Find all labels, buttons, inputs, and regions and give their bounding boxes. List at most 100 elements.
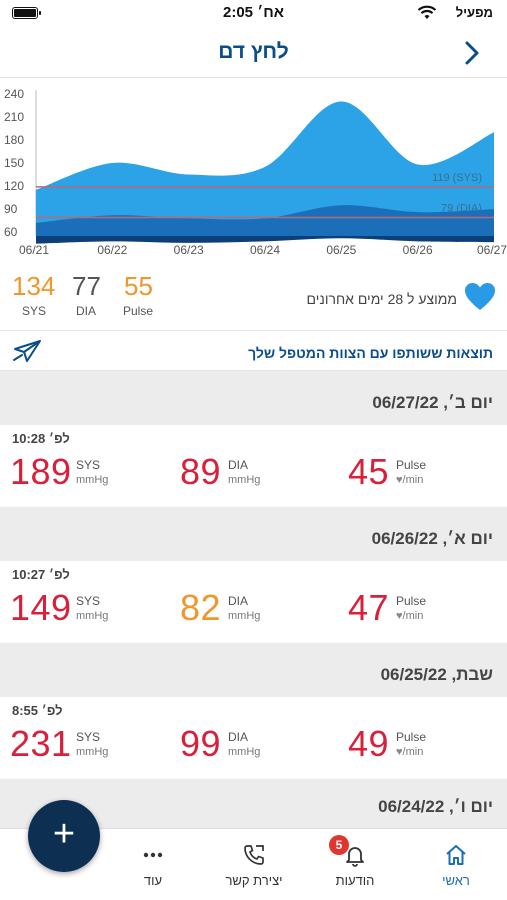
home-icon [446,845,466,865]
tab-home-label: ראשי [442,873,470,888]
more-dots-icon [143,852,163,858]
avg-dia-value: 77 [72,271,101,301]
bell-icon [346,847,364,867]
day-header-text: יום א׳, 06/26/22 [371,529,493,548]
y-tick-label: 150 [4,156,24,170]
tab-home[interactable]: ראשי [411,829,501,900]
reading-dia-value: 82 [180,587,222,628]
per-min-text: /min [402,746,424,758]
sys-label: SYS [76,458,101,472]
pulse-label: Pulse [396,594,427,608]
send-plane-icon [13,340,41,362]
mmhg-label: mmHg [76,474,109,486]
day-header: יום ב׳, 06/27/22 [0,371,507,425]
sys-label: SYS [76,594,101,608]
per-min-label: ♥/min [396,610,423,622]
reference-line-label: 119 (SYS) [432,172,482,184]
day-header-text: יום ב׳, 06/27/22 [372,393,493,412]
heart-small-icon: ♥ [396,474,403,486]
status-time: 2:05 אח׳ [222,4,285,21]
series-area-sys [36,101,494,237]
phone-icon [244,845,264,865]
tab-contact-label: יצירת קשר [225,873,283,888]
bp-chart-svg: 119 (SYS)79 (DIA)240210180150120906006/2… [4,87,507,257]
pulse-label: Pulse [396,730,427,744]
day-header-text: שבת, 06/25/22 [380,665,493,684]
mmhg-label: mmHg [228,610,261,622]
chevron-right-icon[interactable] [459,40,485,66]
reading-pulse-value: 47 [348,587,390,628]
day-header: שבת, 06/25/22 [0,643,507,697]
x-tick-label: 06/22 [97,243,127,257]
shared-results-text: תוצאות ששותפו עם הצוות המטפל שלך [248,345,493,361]
status-bar: 2:05 אח׳ מפעיל [0,0,507,28]
reading-row[interactable]: 10:28 לפ׳ 189 SYS mmHg 89 DIA mmHg 45 Pu… [0,425,507,507]
y-tick-label: 120 [4,179,24,193]
y-tick-label: 60 [4,225,18,239]
heart-icon [465,283,495,310]
reading-row[interactable]: 8:55 לפ׳ 231 SYS mmHg 99 DIA mmHg 49 Pul… [0,697,507,779]
tab-more[interactable]: עוד [108,829,198,900]
mmhg-label: mmHg [228,746,261,758]
shared-results-row[interactable]: תוצאות ששותפו עם הצוות המטפל שלך [0,331,507,371]
reading-pulse-value: 49 [348,723,390,764]
tab-more-label: עוד [143,873,163,888]
pulse-label: Pulse [396,458,427,472]
wifi-icon [417,5,437,19]
reading-dia-value: 89 [180,451,222,492]
avg-sys-label: SYS [22,304,47,318]
reading-sys-value: 189 [10,451,72,492]
dia-label: DIA [228,458,249,472]
avg-period-text: ממוצע ל 28 ימים אחרונים [306,291,457,307]
day-header: יום ו׳, 06/24/22 [0,779,507,828]
tab-notifications-label: הודעות [335,873,375,888]
avg-sys-value: 134 [12,271,56,301]
x-tick-label: 06/26 [403,243,433,257]
reading-time: 8:55 לפ׳ [12,703,63,718]
heart-small-icon: ♥ [396,746,403,758]
series-area-pulse [36,236,494,244]
tab-notifications[interactable]: הודעות [310,829,400,900]
page-title: לחץ דם [218,40,289,63]
x-tick-label: 06/23 [174,243,204,257]
heart-small-icon: ♥ [396,610,403,622]
carrier-label: מפעיל [455,5,493,20]
reading-time: 10:27 לפ׳ [12,567,70,582]
reading-pulse-value: 45 [348,451,390,492]
day-header: יום א׳, 06/26/22 [0,507,507,561]
y-tick-label: 210 [4,110,24,124]
x-tick-label: 06/25 [326,243,356,257]
tab-contact[interactable]: יצירת קשר [209,829,299,900]
per-min-label: ♥/min [396,746,423,758]
avg-pulse-label: Pulse [123,304,154,318]
dia-label: DIA [228,730,249,744]
nav-bar: לחץ דם [0,28,507,78]
plus-icon: + [52,813,76,855]
mmhg-label: mmHg [76,746,109,758]
per-min-label: ♥/min [396,474,423,486]
reading-dia-value: 99 [180,723,222,764]
battery-icon [12,7,41,19]
summary-row: 134 SYS 77 DIA 55 Pulse ממוצע ל 28 ימים … [0,263,507,331]
series-area-dia [36,205,494,236]
dia-label: DIA [228,594,249,608]
per-min-text: /min [402,610,424,622]
reference-line-label: 79 (DIA) [441,203,482,215]
sys-label: SYS [76,730,101,744]
reading-sys-value: 149 [10,587,72,628]
add-measurement-button[interactable]: + [28,800,100,872]
y-tick-label: 180 [4,133,24,147]
y-tick-label: 240 [4,87,24,101]
x-tick-label: 06/21 [19,243,49,257]
reading-row[interactable]: 10:27 לפ׳ 149 SYS mmHg 82 DIA mmHg 47 Pu… [0,561,507,643]
day-header-text: יום ו׳, 06/24/22 [378,797,493,816]
y-tick-label: 90 [4,202,18,216]
mmhg-label: mmHg [76,610,109,622]
avg-pulse-value: 55 [124,271,153,301]
notifications-badge: 5 [329,835,349,855]
avg-dia-label: DIA [76,304,97,318]
bp-chart: 119 (SYS) 79 (DIA) 240 210 180 150 120 90 60 06/2… [0,78,507,263]
x-tick-label: 06/27 [477,243,507,257]
reading-sys-value: 231 [10,723,72,764]
reading-time: 10:28 לפ׳ [12,431,70,446]
